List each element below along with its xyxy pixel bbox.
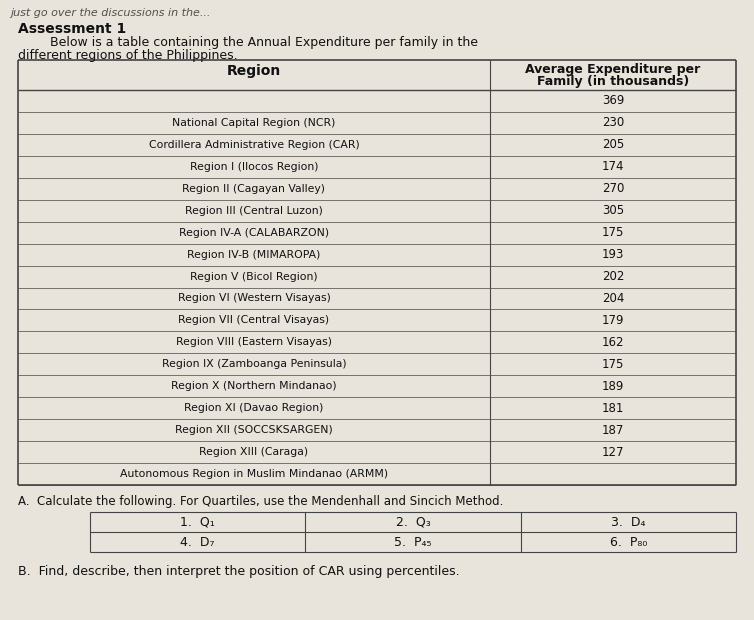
Text: 189: 189	[602, 379, 624, 392]
Text: 162: 162	[602, 336, 624, 349]
Text: Family (in thousands): Family (in thousands)	[537, 76, 689, 89]
Text: 187: 187	[602, 423, 624, 436]
Text: Region XII (SOCCSKSARGEN): Region XII (SOCCSKSARGEN)	[175, 425, 333, 435]
Text: 5.  P₄₅: 5. P₄₅	[394, 536, 432, 549]
Text: 3.  D₄: 3. D₄	[611, 515, 645, 528]
Text: 230: 230	[602, 117, 624, 130]
Text: Assessment 1: Assessment 1	[18, 22, 126, 36]
Text: Region VII (Central Visayas): Region VII (Central Visayas)	[179, 316, 329, 326]
Text: Average Expenditure per: Average Expenditure per	[526, 63, 700, 76]
Text: just go over the discussions in the...: just go over the discussions in the...	[10, 8, 210, 18]
Text: Region VI (Western Visayas): Region VI (Western Visayas)	[177, 293, 330, 303]
Text: Region V (Bicol Region): Region V (Bicol Region)	[190, 272, 318, 281]
Text: Region: Region	[227, 64, 281, 78]
Text: Region II (Cagayan Valley): Region II (Cagayan Valley)	[182, 184, 326, 193]
Text: Region XI (Davao Region): Region XI (Davao Region)	[184, 403, 323, 413]
Text: Region III (Central Luzon): Region III (Central Luzon)	[185, 206, 323, 216]
Text: Autonomous Region in Muslim Mindanao (ARMM): Autonomous Region in Muslim Mindanao (AR…	[120, 469, 388, 479]
Text: 175: 175	[602, 358, 624, 371]
Text: Region XIII (Caraga): Region XIII (Caraga)	[200, 447, 308, 457]
Text: Region X (Northern Mindanao): Region X (Northern Mindanao)	[171, 381, 337, 391]
Text: 193: 193	[602, 248, 624, 261]
Text: 305: 305	[602, 204, 624, 217]
Text: National Capital Region (NCR): National Capital Region (NCR)	[173, 118, 336, 128]
Text: Below is a table containing the Annual Expenditure per family in the: Below is a table containing the Annual E…	[50, 36, 478, 49]
Text: Region IV-A (CALABARZON): Region IV-A (CALABARZON)	[179, 228, 329, 237]
Text: 270: 270	[602, 182, 624, 195]
Text: 6.  P₈₀: 6. P₈₀	[610, 536, 647, 549]
Text: Region I (Ilocos Region): Region I (Ilocos Region)	[190, 162, 318, 172]
Text: 1.  Q₁: 1. Q₁	[180, 515, 215, 528]
Text: 174: 174	[602, 161, 624, 174]
Text: 179: 179	[602, 314, 624, 327]
Text: 369: 369	[602, 94, 624, 107]
Text: 4.  D₇: 4. D₇	[180, 536, 215, 549]
Text: 202: 202	[602, 270, 624, 283]
Text: 127: 127	[602, 446, 624, 459]
Text: 175: 175	[602, 226, 624, 239]
Text: A.  Calculate the following. For Quartiles, use the Mendenhall and Sincich Metho: A. Calculate the following. For Quartile…	[18, 495, 504, 508]
Text: 204: 204	[602, 292, 624, 305]
Text: B.  Find, describe, then interpret the position of CAR using percentiles.: B. Find, describe, then interpret the po…	[18, 565, 460, 578]
Text: different regions of the Philippines.: different regions of the Philippines.	[18, 49, 238, 62]
Text: 2.  Q₃: 2. Q₃	[396, 515, 431, 528]
Text: 205: 205	[602, 138, 624, 151]
Text: Cordillera Administrative Region (CAR): Cordillera Administrative Region (CAR)	[149, 140, 360, 150]
Text: Region IV-B (MIMAROPA): Region IV-B (MIMAROPA)	[187, 250, 320, 260]
Text: 181: 181	[602, 402, 624, 415]
Text: Region IX (Zamboanga Peninsula): Region IX (Zamboanga Peninsula)	[161, 360, 346, 370]
Text: Region VIII (Eastern Visayas): Region VIII (Eastern Visayas)	[176, 337, 332, 347]
